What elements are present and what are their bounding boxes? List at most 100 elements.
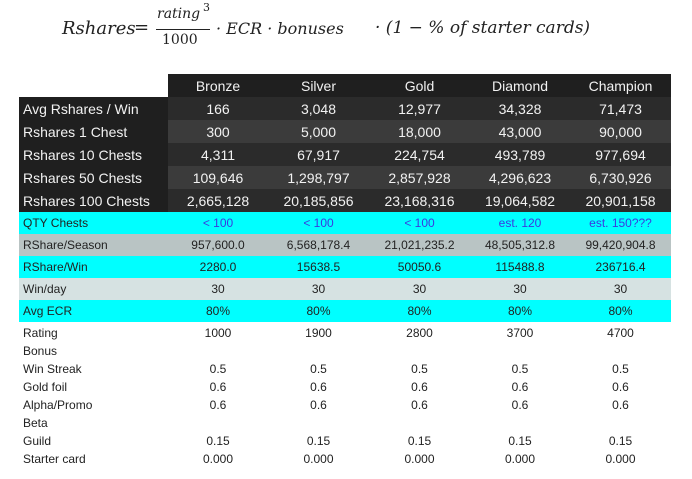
qty-chests-row: QTY Chests < 100 < 100 < 100 est. 120 es… [19, 212, 671, 234]
table-cell: 3,048 [268, 97, 369, 120]
table-cell: 977,694 [570, 143, 671, 166]
table-cell: 30 [369, 278, 470, 300]
row-label: Rshares 100 Chests [19, 189, 168, 212]
table-cell: 20,901,158 [570, 189, 671, 212]
header-bronze: Bronze [168, 74, 268, 97]
table-row: Beta [19, 414, 671, 432]
table-cell: 4,311 [168, 143, 268, 166]
header-silver: Silver [268, 74, 369, 97]
table-cell: 0.000 [605, 452, 636, 466]
table-cell: 166 [168, 97, 268, 120]
table-cell: 43,000 [470, 120, 570, 143]
table-cell [168, 342, 268, 360]
table-cell: 5,000 [268, 120, 369, 143]
row-label: Alpha/Promo [23, 398, 93, 412]
table-cell: 99,420,904.8 [570, 234, 671, 256]
table-row: Win Streak 0.5 0.5 0.5 0.5 0.5 [19, 360, 671, 378]
table-cell: 30 [268, 278, 369, 300]
table-cell: 15638.5 [268, 256, 369, 278]
table-cell: 0.15 [407, 434, 432, 448]
header-corner [19, 74, 168, 97]
row-label: QTY Chests [19, 212, 168, 234]
table-cell: 20,185,856 [268, 189, 369, 212]
table-row: Alpha/Promo 0.6 0.6 0.6 0.6 0.6 [19, 396, 671, 414]
table-cell: 0.6 [209, 380, 227, 394]
table-cell: 3700 [506, 326, 534, 340]
formula-numerator: rating [157, 6, 201, 22]
table-cell: 0.5 [612, 362, 629, 376]
table-cell: 80% [268, 300, 369, 322]
table-cell: 1,298,797 [268, 166, 369, 189]
table-cell: < 100 [268, 212, 369, 234]
table-cell: 0.15 [508, 434, 532, 448]
table-cell: 0.000 [504, 452, 536, 466]
table-cell [268, 342, 369, 360]
table-cell: 30 [470, 278, 570, 300]
table-cell: 0.6 [511, 398, 529, 412]
row-label: Avg Rshares / Win [19, 97, 168, 120]
table-row: Rshares 50 Chests 109,646 1,298,797 2,85… [19, 166, 671, 189]
table-row: Gold foil 0.6 0.6 0.6 0.6 0.6 [19, 378, 671, 396]
table-cell: 0.5 [209, 362, 227, 376]
header-champion: Champion [570, 74, 671, 97]
table-cell: 0.5 [511, 362, 529, 376]
row-label: Win Streak [23, 362, 82, 376]
rshare-season-row: RShare/Season 957,600.0 6,568,178.4 21,0… [19, 234, 671, 256]
row-label: Bonus [23, 344, 58, 358]
table-cell: 957,600.0 [168, 234, 268, 256]
row-label: Rshares 10 Chests [19, 143, 168, 166]
formula-middle: · ECR · bonuses [216, 19, 344, 38]
table-cell [570, 342, 671, 360]
table-row: Avg Rshares / Win 166 3,048 12,977 34,32… [19, 97, 671, 120]
table-cell: 115488.8 [470, 256, 570, 278]
table-cell: < 100 [369, 212, 470, 234]
table-cell: est. 120 [470, 212, 570, 234]
table-cell: 0.5 [310, 362, 327, 376]
formula-tail: · (1 − % of starter cards) [375, 18, 591, 38]
row-label: RShare/Win [19, 256, 168, 278]
table-cell [470, 414, 570, 432]
row-label: Avg ECR [19, 300, 168, 322]
formula-fraction-bar [156, 29, 210, 30]
header-diamond: Diamond [470, 74, 570, 97]
table-row: Rshares 10 Chests 4,311 67,917 224,754 4… [19, 143, 671, 166]
table-cell [369, 414, 470, 432]
table-cell: 0.000 [202, 452, 234, 466]
table-cell: 30 [570, 278, 671, 300]
header-gold: Gold [369, 74, 470, 97]
formula-exponent: 3 [203, 1, 210, 14]
row-label: Guild [23, 434, 52, 448]
table-cell: 6,730,926 [570, 166, 671, 189]
table-cell: 493,789 [470, 143, 570, 166]
row-label: Gold foil [23, 380, 68, 394]
table-cell [168, 414, 268, 432]
table-cell: 67,917 [268, 143, 369, 166]
row-label: Beta [23, 416, 48, 430]
table-cell: 80% [369, 300, 470, 322]
row-label: RShare/Season [19, 234, 168, 256]
table-cell: 0.5 [411, 362, 428, 376]
table-cell: 0.6 [411, 398, 428, 412]
table-cell: 80% [470, 300, 570, 322]
table-cell: 300 [168, 120, 268, 143]
table-cell [268, 414, 369, 432]
table-cell: 0.6 [612, 398, 629, 412]
table-cell: 2800 [406, 326, 433, 340]
table-cell: 80% [168, 300, 268, 322]
table-cell: 0.000 [303, 452, 334, 466]
table-cell: 4,296,623 [470, 166, 570, 189]
table-row: Rshares 1 Chest 300 5,000 18,000 43,000 … [19, 120, 671, 143]
table-cell: 80% [570, 300, 671, 322]
table-cell: 0.15 [608, 434, 633, 448]
table-cell: 2,857,928 [369, 166, 470, 189]
table-row: Rshares 100 Chests 2,665,128 20,185,856 … [19, 189, 671, 212]
table-cell: 0.15 [206, 434, 230, 448]
table-cell: 0.6 [310, 380, 327, 394]
table-row: Guild 0.15 0.15 0.15 0.15 0.15 [19, 432, 671, 450]
table-cell: 1900 [305, 326, 332, 340]
table-cell: 34,328 [470, 97, 570, 120]
table-cell: 19,064,582 [470, 189, 570, 212]
row-label: Win/day [19, 278, 168, 300]
table-cell: 0.000 [404, 452, 435, 466]
table-cell: < 100 [168, 212, 268, 234]
